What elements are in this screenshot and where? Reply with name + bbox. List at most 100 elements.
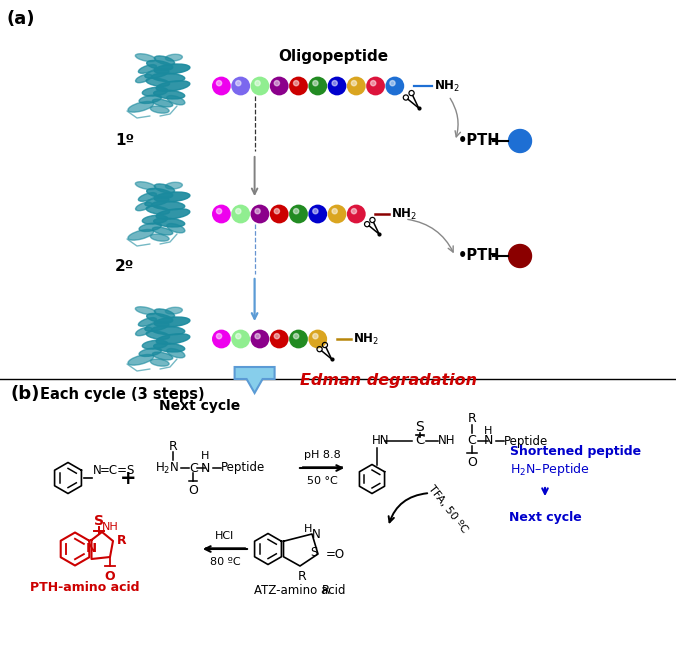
Text: H: H <box>484 426 492 436</box>
Text: NH$_2$: NH$_2$ <box>353 331 379 346</box>
Circle shape <box>274 81 279 86</box>
Text: H$_2$N: H$_2$N <box>155 460 179 475</box>
Ellipse shape <box>135 307 155 314</box>
Ellipse shape <box>150 106 169 113</box>
Ellipse shape <box>146 78 170 87</box>
Text: H: H <box>304 524 312 534</box>
Ellipse shape <box>154 317 190 327</box>
Circle shape <box>313 81 318 86</box>
Text: R: R <box>322 584 330 597</box>
Circle shape <box>293 333 299 339</box>
Ellipse shape <box>152 99 173 107</box>
Circle shape <box>508 245 531 268</box>
Circle shape <box>385 77 404 96</box>
Text: N: N <box>483 434 493 447</box>
Ellipse shape <box>135 182 155 189</box>
Circle shape <box>251 204 269 223</box>
Circle shape <box>308 77 327 96</box>
Circle shape <box>231 329 250 348</box>
Text: R: R <box>468 413 477 426</box>
Circle shape <box>332 81 337 86</box>
Ellipse shape <box>150 359 169 366</box>
Text: O: O <box>467 456 477 469</box>
Text: HCl: HCl <box>216 531 235 541</box>
Circle shape <box>347 204 366 223</box>
Ellipse shape <box>154 192 190 202</box>
Circle shape <box>274 333 279 339</box>
Text: N: N <box>85 542 97 555</box>
Text: Edman degradation: Edman degradation <box>299 372 477 387</box>
Ellipse shape <box>152 227 173 235</box>
Circle shape <box>216 208 222 214</box>
Ellipse shape <box>166 182 183 189</box>
Circle shape <box>255 81 260 86</box>
Circle shape <box>231 204 250 223</box>
Circle shape <box>216 333 222 339</box>
Ellipse shape <box>136 327 151 336</box>
Circle shape <box>366 77 385 96</box>
Circle shape <box>347 77 366 96</box>
Ellipse shape <box>154 64 190 74</box>
Circle shape <box>236 81 241 86</box>
Text: NH$_2$: NH$_2$ <box>391 206 417 221</box>
Text: (a): (a) <box>7 10 36 28</box>
Circle shape <box>293 81 299 86</box>
Circle shape <box>352 81 356 86</box>
Circle shape <box>352 208 356 214</box>
Ellipse shape <box>139 95 162 104</box>
Circle shape <box>255 208 260 214</box>
Text: 1º: 1º <box>115 133 134 148</box>
Ellipse shape <box>145 197 169 206</box>
Ellipse shape <box>145 322 169 331</box>
Circle shape <box>390 81 395 86</box>
Ellipse shape <box>147 313 173 323</box>
Ellipse shape <box>153 218 185 227</box>
Ellipse shape <box>136 202 151 211</box>
Circle shape <box>212 204 231 223</box>
Text: N: N <box>93 464 101 477</box>
Ellipse shape <box>154 309 174 318</box>
Ellipse shape <box>139 193 156 201</box>
Circle shape <box>251 329 269 348</box>
Circle shape <box>313 333 318 339</box>
Ellipse shape <box>166 54 183 61</box>
Ellipse shape <box>167 223 185 233</box>
Text: •PTH: •PTH <box>458 249 500 264</box>
Ellipse shape <box>136 74 151 83</box>
Text: R: R <box>168 439 177 452</box>
Text: 2º: 2º <box>115 259 135 274</box>
Ellipse shape <box>156 81 190 91</box>
Text: C: C <box>189 462 198 475</box>
Ellipse shape <box>143 340 168 349</box>
Text: Peptide: Peptide <box>504 434 548 447</box>
Text: =C=S: =C=S <box>100 464 135 477</box>
Circle shape <box>236 333 241 339</box>
Ellipse shape <box>146 206 170 214</box>
Circle shape <box>508 130 531 152</box>
Text: NH: NH <box>102 522 119 532</box>
Circle shape <box>216 81 222 86</box>
Text: NH$_2$: NH$_2$ <box>433 79 460 94</box>
Circle shape <box>289 329 308 348</box>
Text: H$_2$N–Peptide: H$_2$N–Peptide <box>510 460 589 477</box>
Ellipse shape <box>139 348 162 357</box>
Ellipse shape <box>128 354 153 365</box>
Circle shape <box>251 77 269 96</box>
Text: PTH-amino acid: PTH-amino acid <box>30 581 140 594</box>
Text: Shortened peptide: Shortened peptide <box>510 445 641 458</box>
Circle shape <box>313 208 318 214</box>
Circle shape <box>274 208 279 214</box>
Circle shape <box>308 204 327 223</box>
Ellipse shape <box>153 343 185 352</box>
Text: =O: =O <box>326 547 345 561</box>
Ellipse shape <box>167 348 185 358</box>
Ellipse shape <box>147 61 173 70</box>
Ellipse shape <box>143 87 168 96</box>
Text: NH: NH <box>438 434 456 447</box>
Circle shape <box>289 204 308 223</box>
Ellipse shape <box>154 56 174 65</box>
Text: N: N <box>200 462 210 475</box>
Ellipse shape <box>156 209 190 219</box>
Circle shape <box>236 208 241 214</box>
Text: 50 °C: 50 °C <box>307 476 337 486</box>
